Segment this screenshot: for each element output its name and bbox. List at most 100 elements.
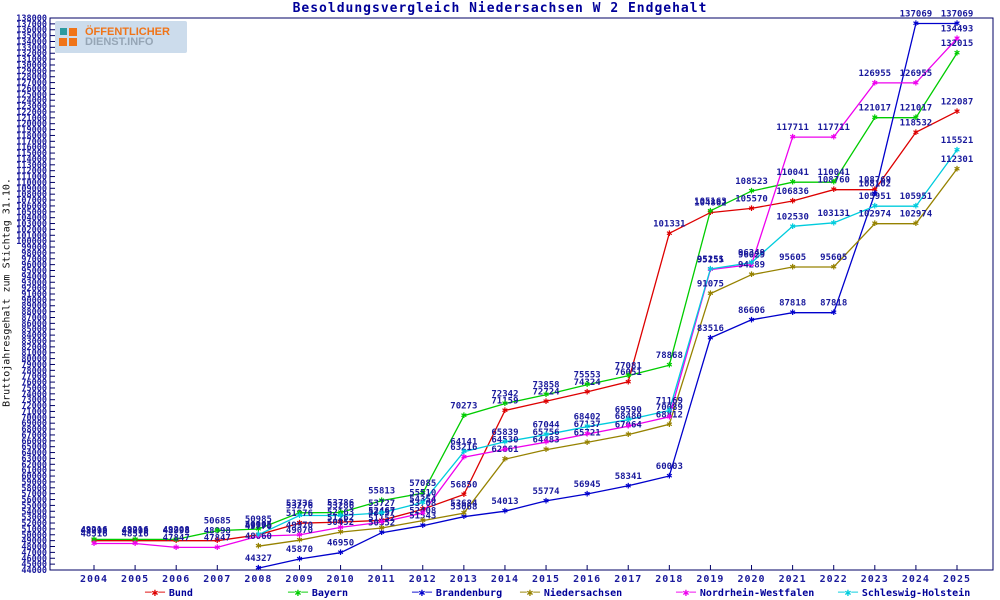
data-point-label-Nordrhein-Westfalen: 126955 [859, 69, 892, 79]
x-tick-label: 2004 [80, 574, 108, 585]
y-tick-label: 79000 [21, 360, 47, 370]
data-point-Bund: ✱ [379, 515, 385, 526]
y-tick-label: 122000 [16, 108, 47, 118]
y-tick-label: 70000 [21, 413, 47, 423]
data-point-label-Brandenburg: 54013 [491, 497, 518, 507]
data-point-label-Niedersachsen: 51152 [368, 514, 395, 524]
y-tick-label: 95000 [21, 267, 47, 277]
data-point-Bayern: ✱ [132, 534, 138, 545]
data-point-Niedersachsen: ✱ [379, 523, 385, 534]
y-tick-label: 137000 [16, 20, 47, 30]
data-point-Bund: ✱ [749, 203, 755, 214]
data-point-Bayern: ✱ [872, 112, 878, 123]
legend-item-Nordrhein-Westfalen: ─✱─ Nordrhein-Westfalen [676, 586, 814, 600]
data-point-Niedersachsen: ✱ [707, 288, 713, 299]
data-point-label-Bund: 52163 [327, 508, 354, 518]
data-point-Schleswig-Holstein: ✱ [420, 497, 426, 508]
data-point-label-Bund: 101331 [653, 219, 686, 229]
data-point-label-Niedersachsen: 102974 [900, 210, 933, 220]
data-point-Nordrhein-Westfalen: ✱ [954, 33, 960, 44]
data-point-label-Nordrhein-Westfalen: 63216 [450, 443, 477, 453]
data-point-label-Brandenburg: 137069 [941, 9, 974, 19]
x-tick-label: 2013 [450, 574, 478, 585]
logo-text-line1: ÖFFENTLICHER [85, 26, 170, 38]
y-tick-label: 132000 [16, 49, 47, 59]
data-point-Brandenburg: ✱ [255, 563, 261, 574]
y-tick-label: 57000 [21, 490, 47, 500]
y-tick-label: 89000 [21, 302, 47, 312]
y-tick-label: 73000 [21, 396, 47, 406]
data-point-Bund: ✱ [666, 228, 672, 239]
legend-label: Bayern [311, 587, 348, 599]
y-tick-label: 112000 [16, 167, 47, 177]
data-point-label-Niedersachsen: 53684 [450, 499, 478, 509]
data-point-label-Bund: 72724 [533, 387, 561, 397]
y-tick-label: 81000 [21, 349, 47, 359]
data-point-Schleswig-Holstein: ✱ [461, 446, 467, 457]
data-point-Niedersachsen: ✱ [831, 261, 837, 272]
data-point-label-Bund: 48998 [122, 527, 149, 537]
data-point-label-Brandenburg: 51543 [409, 512, 436, 522]
data-point-label-Bayern: 78868 [656, 351, 683, 361]
y-tick-label: 58000 [21, 484, 47, 494]
data-point-Niedersachsen: ✱ [666, 419, 672, 430]
data-point-label-Niedersachsen: 95605 [820, 253, 847, 263]
data-point-label-Bund: 49995 [245, 521, 272, 531]
data-point-Nordrhein-Westfalen: ✱ [379, 517, 385, 528]
data-point-Nordrhein-Westfalen: ✱ [707, 264, 713, 275]
data-point-label-Schleswig-Holstein: 68402 [574, 413, 601, 423]
y-tick-label: 128000 [16, 73, 47, 83]
data-point-label-Brandenburg: 46950 [327, 539, 354, 549]
y-tick-label: 78000 [21, 366, 47, 376]
data-point-Niedersachsen: ✱ [461, 508, 467, 519]
data-point-label-Brandenburg: 56945 [574, 480, 601, 490]
data-point-label-Niedersachsen: 67064 [615, 421, 643, 431]
legend-label: Schleswig-Holstein [861, 587, 971, 599]
legend-label: Bund [168, 587, 193, 599]
y-tick-label: 49000 [21, 537, 47, 547]
data-point-Nordrhein-Westfalen: ✱ [91, 538, 97, 549]
data-point-Bund: ✱ [543, 396, 549, 407]
data-point-label-Bayern: 75553 [574, 371, 601, 381]
data-point-Nordrhein-Westfalen: ✱ [913, 77, 919, 88]
data-point-Bayern: ✱ [831, 177, 837, 188]
data-point-Bund: ✱ [584, 386, 590, 397]
data-point-label-Schleswig-Holstein: 53727 [368, 499, 395, 509]
y-tick-label: 134000 [16, 37, 47, 47]
y-tick-label: 121000 [16, 114, 47, 124]
data-point-Bund: ✱ [296, 518, 302, 529]
data-point-Schleswig-Holstein: ✱ [502, 436, 508, 447]
data-point-label-Nordrhein-Westfalen: 47847 [163, 533, 190, 543]
y-tick-label: 116000 [16, 143, 47, 153]
y-tick-label: 55000 [21, 501, 47, 511]
series-line-Bayern [94, 52, 958, 541]
site-logo[interactable]: ÖFFENTLICHER DIENST.INFO [55, 21, 187, 53]
data-point-label-Bayern: 50685 [204, 517, 231, 527]
data-point-label-Bund: 108769 [859, 176, 892, 186]
data-point-Bayern: ✱ [461, 410, 467, 421]
data-point-Bayern: ✱ [338, 507, 344, 518]
data-point-label-Niedersachsen: 91075 [697, 280, 724, 290]
y-tick-label: 117000 [16, 137, 47, 147]
y-tick-label: 59000 [21, 478, 47, 488]
y-tick-label: 91000 [21, 290, 47, 300]
y-tick-label: 104000 [16, 214, 47, 224]
y-tick-label: 86000 [21, 319, 47, 329]
data-point-Brandenburg: ✱ [625, 480, 631, 491]
data-point-Bund: ✱ [214, 535, 220, 546]
data-point-Niedersachsen: ✱ [543, 444, 549, 455]
y-tick-label: 124000 [16, 96, 47, 106]
data-point-label-Brandenburg: 50352 [368, 519, 395, 529]
data-point-Schleswig-Holstein: ✱ [790, 221, 796, 232]
data-point-label-Schleswig-Holstein: 69590 [615, 406, 642, 416]
data-point-Nordrhein-Westfalen: ✱ [831, 132, 837, 143]
data-point-Brandenburg: ✱ [543, 495, 549, 506]
y-tick-label: 114000 [16, 155, 47, 165]
data-point-Brandenburg: ✱ [749, 314, 755, 325]
y-tick-label: 92000 [21, 284, 47, 294]
data-point-Schleswig-Holstein: ✱ [831, 217, 837, 228]
y-tick-label: 96000 [21, 261, 47, 271]
data-point-label-Nordrhein-Westfalen: 70089 [656, 403, 683, 413]
x-tick-label: 2014 [491, 574, 519, 585]
data-point-Bayern: ✱ [255, 523, 261, 534]
